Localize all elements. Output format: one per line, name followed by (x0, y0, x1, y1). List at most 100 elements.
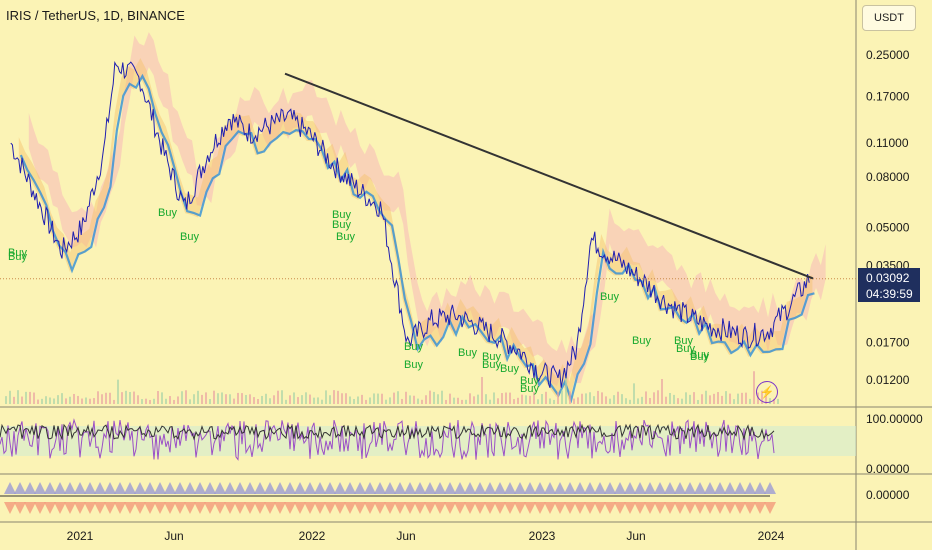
volume-bar (625, 398, 627, 404)
buy-label: Buy (8, 251, 27, 263)
volume-bar (29, 391, 31, 404)
up-triangle (464, 482, 476, 494)
down-triangle (434, 502, 446, 514)
up-triangle (524, 482, 536, 494)
up-triangle (694, 482, 706, 494)
buy-label: Buy (500, 363, 519, 375)
volume-bar (129, 392, 131, 404)
volume-bar (645, 391, 647, 404)
up-triangle (294, 482, 306, 494)
volume-bar (749, 398, 751, 404)
volume-bar (61, 393, 63, 404)
trendline-segment (284, 72, 814, 280)
volume-bar (17, 390, 19, 404)
down-triangle (474, 502, 486, 514)
volume-bar (9, 390, 11, 404)
buy-label: Buy (180, 231, 199, 243)
time-axis[interactable]: 2021 Jun 2022 Jun 2023 Jun 2024 (67, 529, 785, 543)
buy-label: Buy (632, 335, 651, 347)
volume-bar (257, 399, 259, 404)
volume-bar (385, 399, 387, 404)
symbol-title[interactable]: IRIS / TetherUS, 1D, BINANCE (6, 8, 185, 23)
down-triangle (724, 502, 736, 514)
buy-label: Buy (336, 231, 355, 243)
volume-bar (241, 393, 243, 404)
up-triangle (644, 482, 656, 494)
down-triangle (324, 502, 336, 514)
up-triangle (314, 482, 326, 494)
down-triangle (624, 502, 636, 514)
buy-label: Buy (158, 207, 177, 219)
price-axis[interactable]: 0.250000.170000.110000.080000.050000.035… (866, 48, 923, 502)
volume-bar (681, 398, 683, 404)
volume-bar (333, 390, 335, 404)
down-triangle (204, 502, 216, 514)
volume-bar (65, 398, 67, 404)
down-triangle (54, 502, 66, 514)
volume-bar (169, 396, 171, 404)
up-triangle (754, 482, 766, 494)
volume-bar (365, 399, 367, 404)
volume-bar (413, 395, 415, 404)
down-triangle (34, 502, 46, 514)
up-triangle (494, 482, 506, 494)
volume-bar (701, 394, 703, 404)
trendline[interactable] (284, 72, 814, 280)
down-triangle (214, 502, 226, 514)
volume-bar (485, 394, 487, 404)
volume-bar (101, 394, 103, 404)
down-triangle (764, 502, 776, 514)
volume-bar (745, 392, 747, 404)
volume-bar (173, 399, 175, 404)
last-price-badge: 0.03092 04:39:59 (858, 268, 920, 302)
volume-bar (41, 398, 43, 404)
up-triangle (284, 482, 296, 494)
down-triangle (534, 502, 546, 514)
up-triangle (84, 482, 96, 494)
up-triangle (254, 482, 266, 494)
volume-bar (313, 397, 315, 404)
up-triangle (154, 482, 166, 494)
volume-bar (589, 392, 591, 404)
volume-bar (449, 393, 451, 404)
volume-bar (249, 394, 251, 404)
volume-bar (629, 399, 631, 404)
up-triangle (144, 482, 156, 494)
volume-bar (145, 398, 147, 404)
down-triangle (24, 502, 36, 514)
volume-bar (321, 399, 323, 404)
volume-bar (729, 393, 731, 404)
volume-bar (293, 392, 295, 404)
baseline-line (19, 73, 815, 404)
volume-bar (429, 390, 431, 404)
buy-label: Buy (404, 359, 423, 371)
x-tick-label: Jun (164, 529, 183, 543)
down-triangle (744, 502, 756, 514)
down-triangle (114, 502, 126, 514)
up-triangle (374, 482, 386, 494)
volume-bar (653, 392, 655, 404)
down-triangle (414, 502, 426, 514)
volume-bar (85, 397, 87, 404)
up-triangle (654, 482, 666, 494)
currency-button[interactable]: USDT (862, 5, 916, 31)
osc-tick-label: 0.00000 (866, 462, 910, 476)
volume-bar (453, 397, 455, 404)
volume-bar (397, 391, 399, 404)
indicator-tick-label: 0.00000 (866, 488, 910, 502)
up-triangle (354, 482, 366, 494)
up-triangle (504, 482, 516, 494)
bolt-icon[interactable]: ⚡ (756, 381, 778, 403)
volume-bar (529, 395, 531, 404)
volume-bar (89, 398, 91, 404)
up-triangle (44, 482, 56, 494)
x-tick-label: 2022 (299, 529, 326, 543)
up-triangle (274, 482, 286, 494)
up-triangle (544, 482, 556, 494)
volume-bar (113, 399, 115, 404)
up-triangle (564, 482, 576, 494)
volume-bar (225, 394, 227, 404)
down-triangle (294, 502, 306, 514)
buy-label: Buy (458, 347, 477, 359)
